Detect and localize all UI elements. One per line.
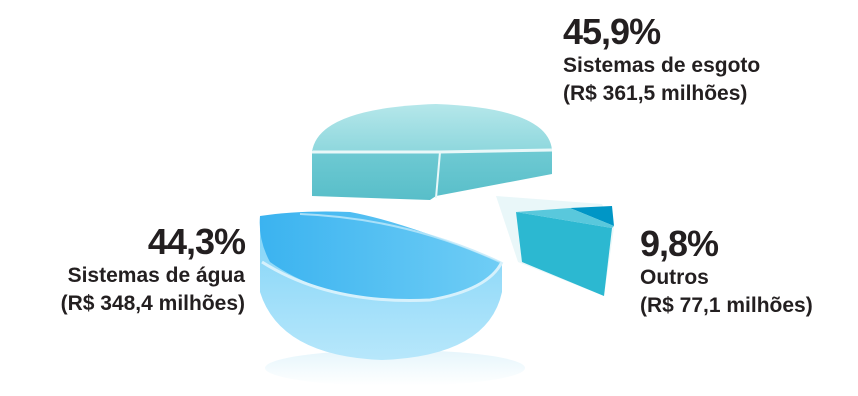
label-sistemas-de-agua: 44,3% Sistemas de água (R$ 348,4 milhões… [60,221,246,318]
label-outros: 9,8% Outros (R$ 77,1 milhões) [640,224,813,320]
amount-label: (R$ 361,5 milhões) [563,82,748,105]
slice-name: Outros [640,266,709,289]
slice-sistemas-de-agua [259,211,504,360]
amount-label: (R$ 77,1 milhões) [640,294,813,317]
percent-label: 44,3% [147,221,246,262]
slice-name: Sistemas de água [67,264,245,287]
pie-shadow [265,350,525,386]
label-sistemas-de-esgoto: 45,9% Sistemas de esgoto (R$ 361,5 milhõ… [563,12,760,108]
slice-name: Sistemas de esgoto [563,54,761,77]
slice-sistemas-de-esgoto [312,104,553,200]
amount-label: (R$ 348,4 milhões) [60,292,245,315]
percent-label: 45,9% [563,11,661,52]
slice-outros [496,196,614,296]
percent-label: 9,8% [640,223,719,264]
